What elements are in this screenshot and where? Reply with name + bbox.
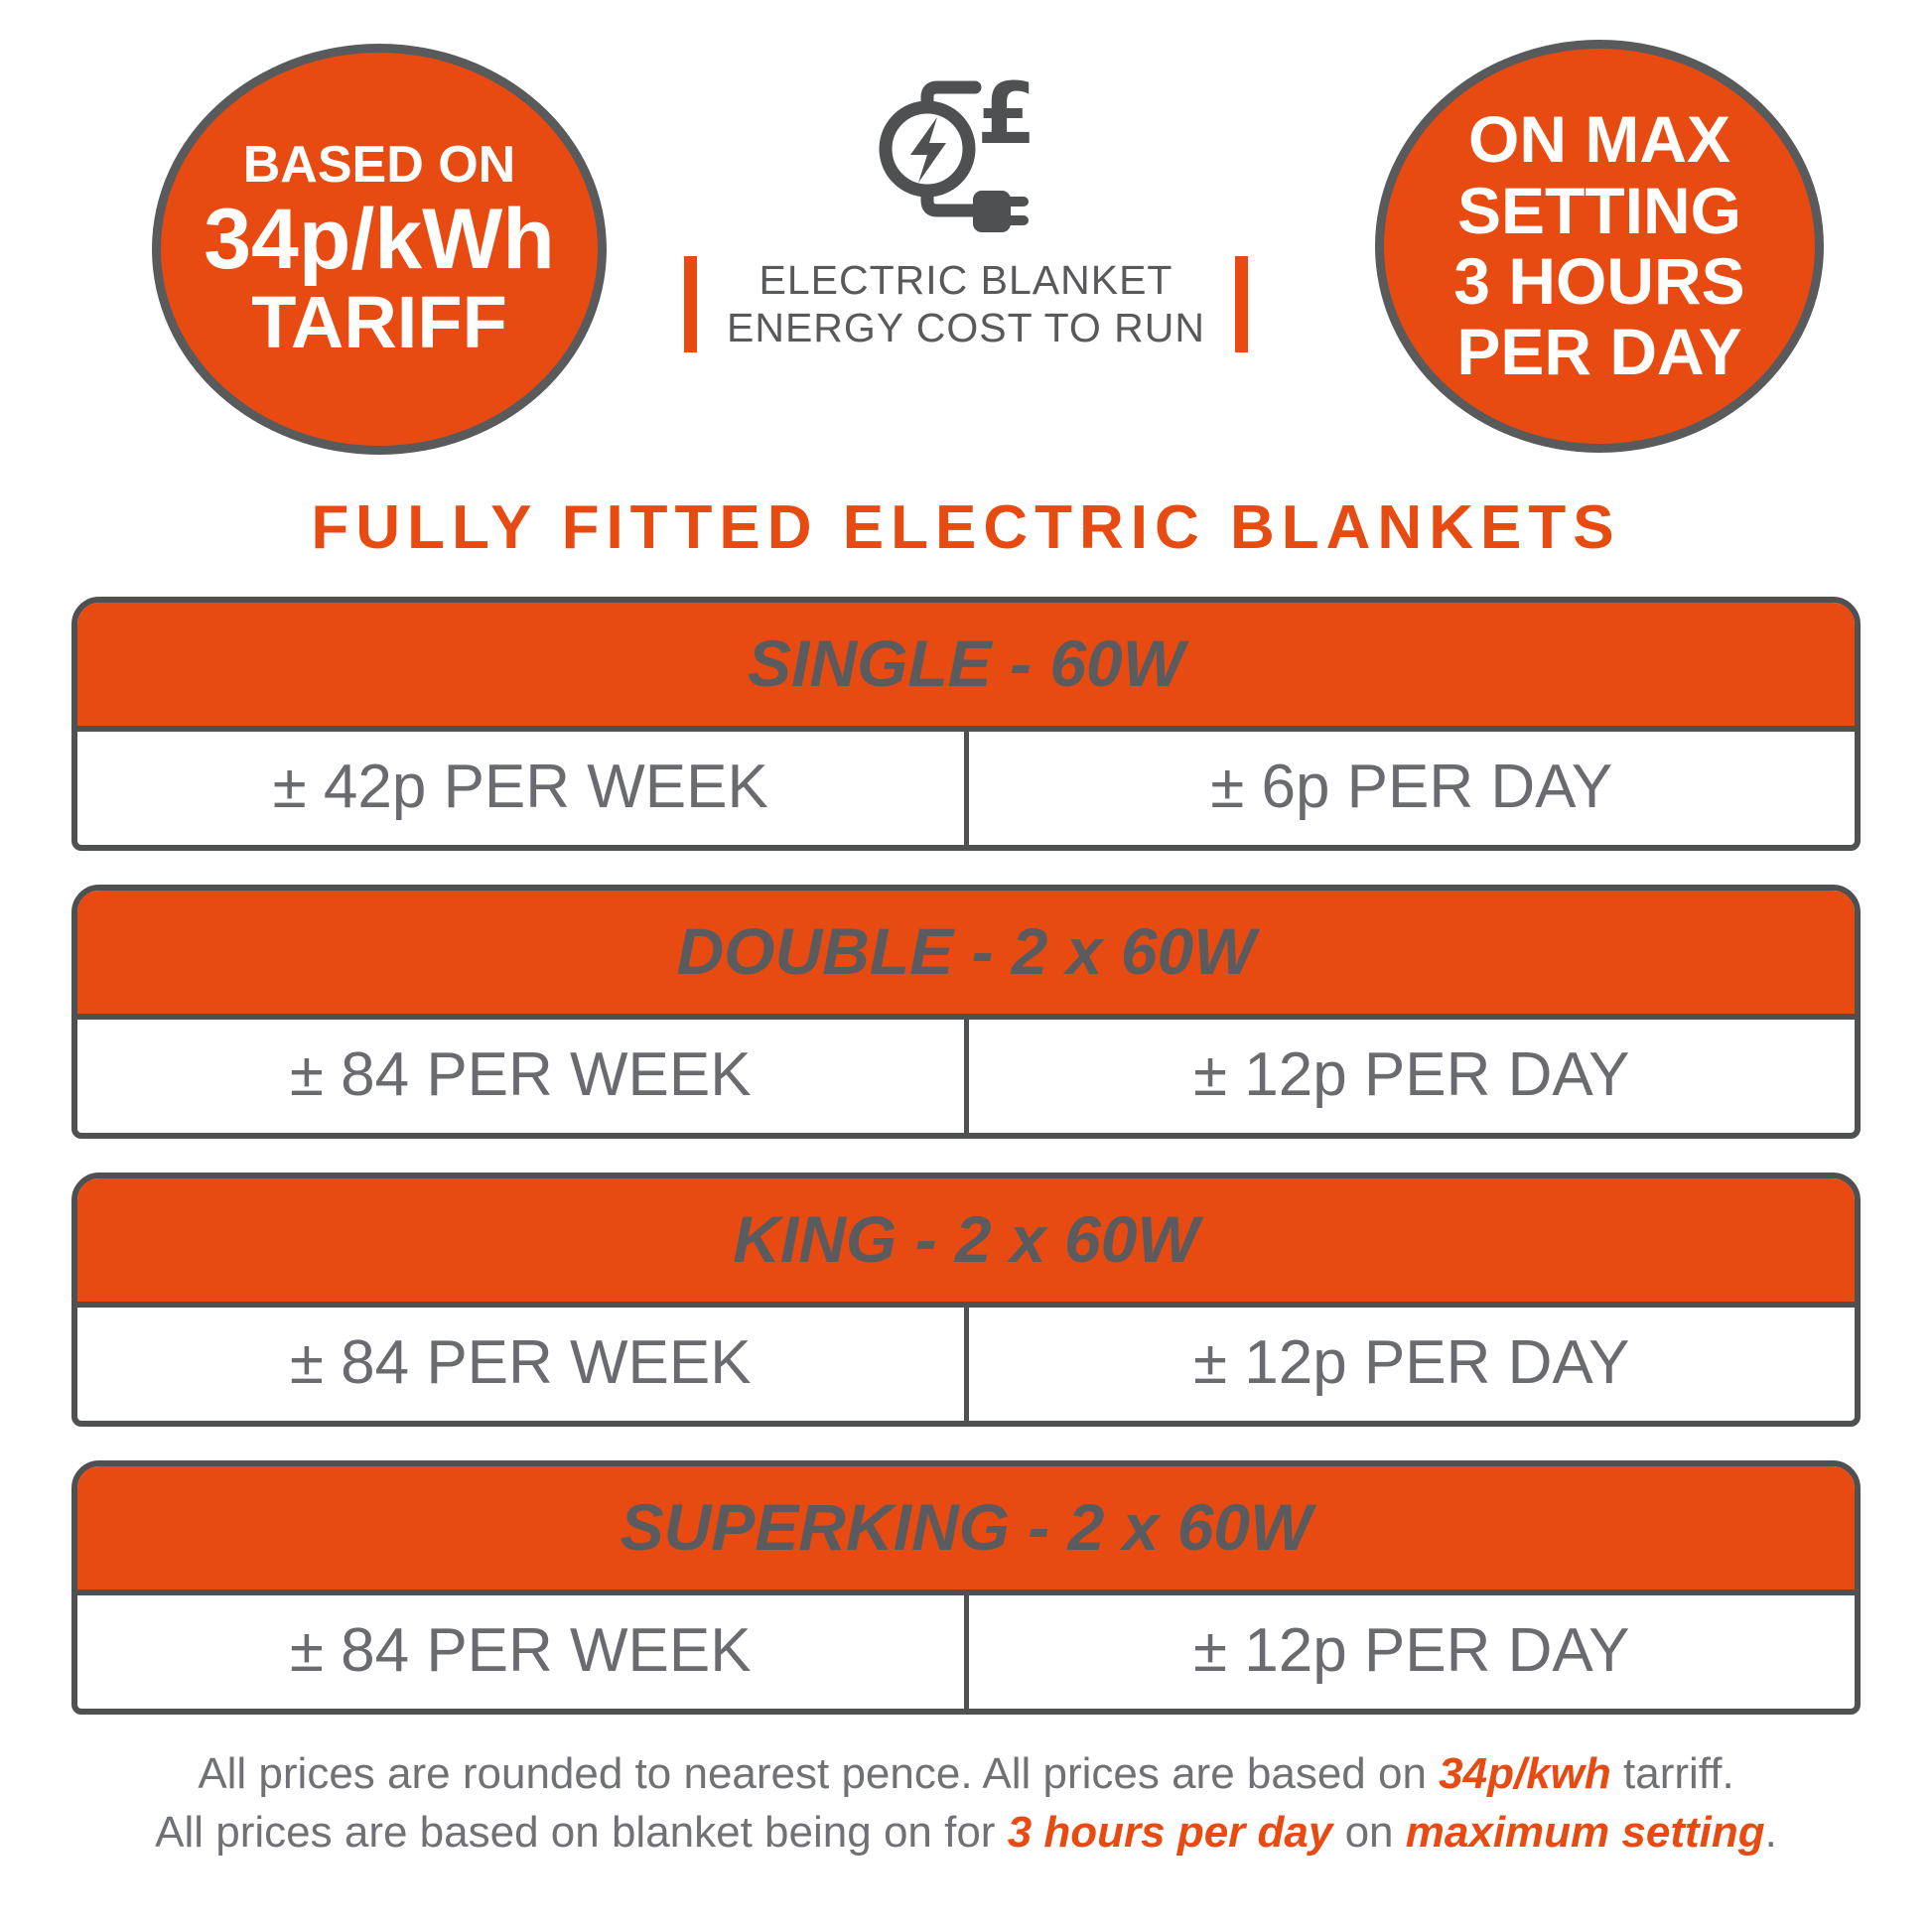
price-table-superking: SUPERKING - 2 x 60W ± 84 PER WEEK ± 12p … xyxy=(71,1460,1861,1715)
setting-highlight: maximum setting xyxy=(1405,1808,1765,1858)
cost-per-week-cell: ± 84 PER WEEK xyxy=(77,1595,969,1709)
badge-line: 34p/kWh xyxy=(204,191,555,287)
cost-per-week-cell: ± 42p PER WEEK xyxy=(77,732,969,845)
price-table-double: DOUBLE - 2 x 60W ± 84 PER WEEK ± 12p PER… xyxy=(71,885,1861,1139)
page-title: FULLY FITTED ELECTRIC BLANKETS xyxy=(311,493,1621,562)
badge-line: SETTING xyxy=(1456,173,1741,247)
disclaimer-text-segment: All prices are rounded to nearest pence.… xyxy=(198,1749,1440,1798)
cost-per-week-cell: ± 84 PER WEEK xyxy=(77,1020,969,1133)
center-caption-text: ELECTRIC BLANKET ENERGY COST TO RUN xyxy=(727,256,1205,352)
table-row: ± 42p PER WEEK ± 6p PER DAY xyxy=(77,732,1855,845)
plug-icon xyxy=(973,191,1029,232)
disclaimer-text-segment: . xyxy=(1764,1808,1777,1858)
cost-per-day-cell: ± 12p PER DAY xyxy=(1192,1616,1630,1685)
table-header: SUPERKING - 2 x 60W xyxy=(77,1466,1855,1595)
disclaimer-line-2: All prices are based on blanket being on… xyxy=(0,1803,1932,1862)
badge-line: BASED ON xyxy=(242,136,516,195)
header: BASED ON 34p/kWh TARIFF £ xyxy=(0,0,1932,467)
price-table-single: SINGLE - 60W ± 42p PER WEEK ± 6p PER DAY xyxy=(71,597,1861,851)
center-caption: ELECTRIC BLANKET ENERGY COST TO RUN xyxy=(683,256,1248,352)
electricity-cost-icon: £ xyxy=(879,65,1036,232)
pound-symbol: £ xyxy=(977,65,1036,164)
disclaimer-text-segment: All prices are based on blanket being on… xyxy=(155,1808,1008,1858)
cost-per-day-cell: ± 12p PER DAY xyxy=(1192,1328,1630,1397)
tariff-highlight: 34p/kwh xyxy=(1439,1749,1611,1798)
wire-bottom xyxy=(920,184,980,217)
caption-line-2: ENERGY COST TO RUN xyxy=(726,305,1205,351)
badge-line: ON MAX xyxy=(1468,102,1730,177)
table-header: SINGLE - 60W xyxy=(77,603,1855,732)
price-table-king: KING - 2 x 60W ± 84 PER WEEK ± 12p PER D… xyxy=(71,1173,1861,1427)
badge-line: PER DAY xyxy=(1456,315,1742,389)
badge-line: TARIFF xyxy=(251,280,507,363)
disclaimer-text: All prices are rounded to nearest pence.… xyxy=(0,1744,1932,1863)
cost-per-week-cell: ± 84 PER WEEK xyxy=(77,1308,969,1421)
table-row: ± 84 PER WEEK ± 12p PER DAY xyxy=(77,1308,1855,1421)
cost-per-day-cell: ± 6p PER DAY xyxy=(1210,753,1613,821)
center-emblem: £ ELECTRIC BLANKET ENERGY COST TO RUN xyxy=(658,48,1274,352)
disclaimer-text-segment: tarriff. xyxy=(1610,1749,1734,1798)
table-row: ± 84 PER WEEK ± 12p PER DAY xyxy=(77,1020,1855,1133)
caption-line-1: ELECTRIC BLANKET xyxy=(759,257,1173,303)
lightning-bolt-icon xyxy=(910,117,946,183)
left-accent-bar-icon xyxy=(683,256,697,352)
right-accent-bar-icon xyxy=(1235,256,1248,352)
disclaimer-line-1: All prices are rounded to nearest pence.… xyxy=(0,1744,1932,1803)
disclaimer-text-segment: on xyxy=(1332,1808,1406,1858)
table-header: DOUBLE - 2 x 60W xyxy=(77,891,1855,1020)
table-header: KING - 2 x 60W xyxy=(77,1178,1855,1308)
hours-highlight: 3 hours per day xyxy=(1007,1808,1333,1858)
tariff-badge: BASED ON 34p/kWh TARIFF xyxy=(152,44,607,455)
cost-per-day-cell: ± 12p PER DAY xyxy=(1192,1040,1630,1109)
badge-line: 3 HOURS xyxy=(1453,244,1745,318)
wire-top xyxy=(920,80,982,114)
usage-badge: ON MAX SETTING 3 HOURS PER DAY xyxy=(1375,40,1824,453)
table-row: ± 84 PER WEEK ± 12p PER DAY xyxy=(77,1595,1855,1709)
